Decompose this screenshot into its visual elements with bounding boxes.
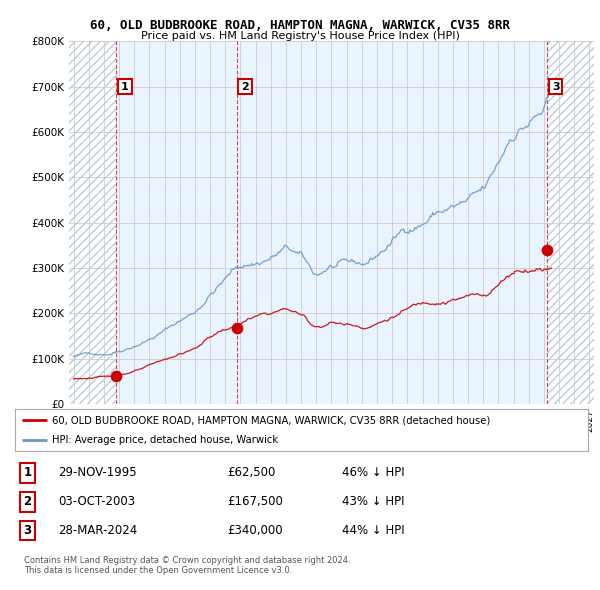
Text: 29-NOV-1995: 29-NOV-1995	[58, 467, 137, 480]
Text: Contains HM Land Registry data © Crown copyright and database right 2024.: Contains HM Land Registry data © Crown c…	[24, 556, 350, 565]
Text: 60, OLD BUDBROOKE ROAD, HAMPTON MAGNA, WARWICK, CV35 8RR (detached house): 60, OLD BUDBROOKE ROAD, HAMPTON MAGNA, W…	[52, 415, 490, 425]
Text: Price paid vs. HM Land Registry's House Price Index (HPI): Price paid vs. HM Land Registry's House …	[140, 31, 460, 41]
Point	[112, 371, 121, 381]
Text: This data is licensed under the Open Government Licence v3.0.: This data is licensed under the Open Gov…	[24, 566, 292, 575]
Text: 1: 1	[121, 81, 129, 91]
Text: 1: 1	[23, 467, 32, 480]
Point	[542, 245, 552, 255]
Text: £167,500: £167,500	[227, 495, 283, 508]
Text: £62,500: £62,500	[227, 467, 275, 480]
Text: 44% ↓ HPI: 44% ↓ HPI	[341, 524, 404, 537]
Text: 3: 3	[552, 81, 559, 91]
Text: £340,000: £340,000	[227, 524, 283, 537]
Bar	[116, 41, 547, 404]
Text: 2: 2	[23, 495, 32, 508]
Text: HPI: Average price, detached house, Warwick: HPI: Average price, detached house, Warw…	[52, 435, 278, 445]
Text: 46% ↓ HPI: 46% ↓ HPI	[341, 467, 404, 480]
Bar	[547, 41, 594, 404]
Text: 60, OLD BUDBROOKE ROAD, HAMPTON MAGNA, WARWICK, CV35 8RR: 60, OLD BUDBROOKE ROAD, HAMPTON MAGNA, W…	[90, 19, 510, 32]
Point	[232, 323, 241, 333]
Text: 03-OCT-2003: 03-OCT-2003	[58, 495, 135, 508]
Bar	[69, 41, 116, 404]
Text: 2: 2	[241, 81, 249, 91]
Text: 43% ↓ HPI: 43% ↓ HPI	[341, 495, 404, 508]
Text: 28-MAR-2024: 28-MAR-2024	[58, 524, 137, 537]
Text: 3: 3	[23, 524, 32, 537]
